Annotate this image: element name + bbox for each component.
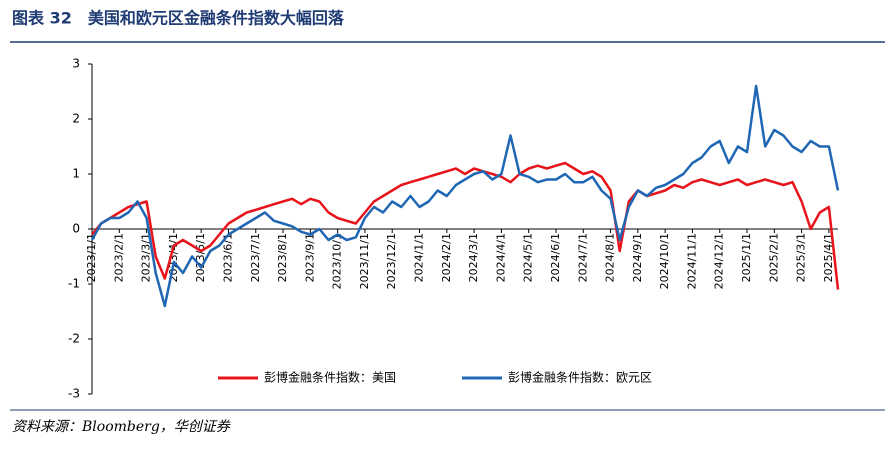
y-tick-label: -3: [68, 387, 80, 401]
x-tick-label: 2023/5/1: [194, 233, 207, 282]
y-tick-label: 3: [72, 57, 80, 71]
x-tick-label: 2024/5/1: [522, 233, 535, 282]
x-tick-label: 2025/2/1: [767, 233, 780, 282]
x-tick-label: 2023/1/1: [85, 233, 98, 282]
x-tick-label: 2023/4/1: [167, 233, 180, 282]
x-tick-label: 2023/7/1: [249, 233, 262, 282]
x-tick-label: 2024/8/1: [604, 233, 617, 282]
x-tick-label: 2023/6/1: [221, 233, 234, 282]
x-tick-label: 2024/10/1: [658, 233, 671, 289]
chart-title: 图表 32 美国和欧元区金融条件指数大幅回落: [12, 9, 345, 28]
legend-label: 彭博金融条件指数：欧元区: [508, 370, 652, 385]
x-tick-label: 2023/12/1: [385, 233, 398, 289]
x-tick-label: 2025/4/1: [822, 233, 835, 282]
x-tick-label: 2024/1/1: [413, 233, 426, 282]
x-tick-label: 2024/7/1: [576, 233, 589, 282]
x-tick-label: 2023/3/1: [140, 233, 153, 282]
y-tick-label: 1: [72, 167, 80, 181]
x-tick-label: 2024/11/1: [685, 233, 698, 289]
legend-label: 彭博金融条件指数：美国: [264, 370, 396, 385]
series-line: [90, 84, 840, 308]
x-tick-label: 2023/8/1: [276, 233, 289, 282]
x-tick-label: 2025/1/1: [740, 233, 753, 282]
x-tick-label: 2023/11/1: [358, 233, 371, 289]
x-tick-label: 2024/2/1: [440, 233, 453, 282]
source: 资料来源：Bloomberg，华创证券: [12, 419, 231, 435]
series-line: [91, 161, 840, 290]
x-tick-label: 2023/10/1: [331, 233, 344, 289]
y-tick-label: -2: [68, 332, 80, 346]
y-tick-label: -1: [68, 277, 80, 291]
x-tick-label: 2023/9/1: [303, 233, 316, 282]
x-tick-label: 2024/12/1: [713, 233, 726, 289]
x-tick-label: 2024/4/1: [494, 233, 507, 282]
x-tick-label: 2025/3/1: [795, 233, 808, 282]
y-tick-label: 0: [72, 222, 80, 236]
x-tick-label: 2023/2/1: [112, 233, 125, 282]
x-tick-label: 2024/9/1: [631, 233, 644, 282]
y-tick-label: 2: [72, 112, 80, 126]
x-tick-label: 2024/3/1: [467, 233, 480, 282]
x-tick-label: 2024/6/1: [549, 233, 562, 282]
